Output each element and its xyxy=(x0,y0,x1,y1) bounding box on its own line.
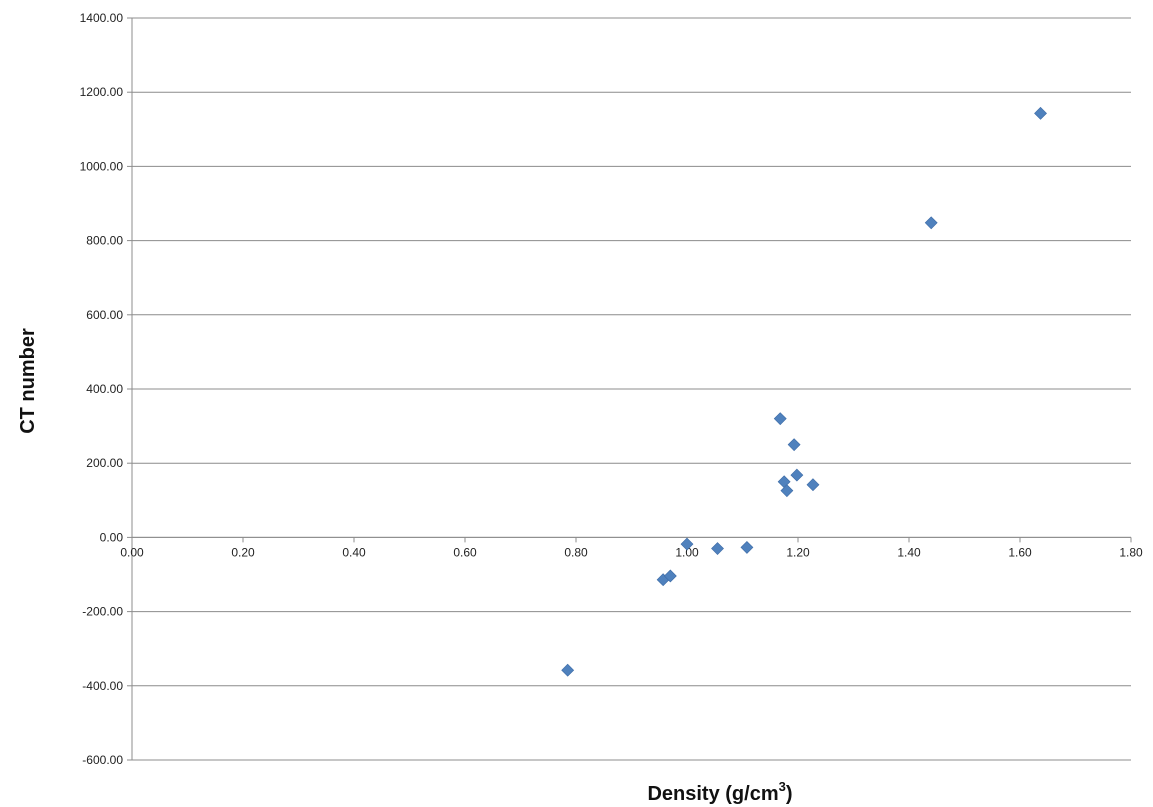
y-tick-label: 200.00 xyxy=(86,456,123,470)
x-tick-label: 0.40 xyxy=(342,545,366,559)
y-tick-label: -200.00 xyxy=(82,605,123,619)
x-axis-title-main: Density (g/cm xyxy=(647,783,778,805)
x-tick-label: 1.20 xyxy=(786,545,810,559)
x-tick-labels: 0.00 0.20 0.40 0.60 0.80 1.00 1.20 1.40 1.60 1.80 xyxy=(120,545,1143,559)
x-axis-title: Density (g/cm3) xyxy=(647,779,792,805)
y-tick-label: 400.00 xyxy=(86,382,123,396)
y-tick-label: 1200.00 xyxy=(80,85,124,99)
data-point xyxy=(680,537,694,551)
data-point xyxy=(773,412,787,426)
data-point xyxy=(787,438,801,452)
data-point xyxy=(1034,106,1047,120)
data-point xyxy=(740,540,754,554)
x-tick-label: 0.60 xyxy=(453,545,477,559)
y-tick-label: -400.00 xyxy=(82,679,123,693)
y-tick-label: 800.00 xyxy=(86,234,123,248)
x-tick-label: 1.80 xyxy=(1119,545,1143,559)
x-axis-title-superscript: 3 xyxy=(779,779,786,794)
data-point xyxy=(790,468,804,482)
data-point xyxy=(780,484,794,498)
data-points xyxy=(561,106,1047,677)
y-axis-title: CT number xyxy=(17,328,39,434)
y-tick-labels: -600.00 -400.00 -200.00 0.00 200.00 400.00 600… xyxy=(80,11,124,767)
y-tick-label: 0.00 xyxy=(100,530,124,544)
x-tick-label: 0.20 xyxy=(231,545,255,559)
x-axis-title-close: ) xyxy=(786,783,793,805)
data-point xyxy=(711,542,724,555)
y-tick-label: 1400.00 xyxy=(80,11,124,25)
gridlines xyxy=(132,17,1131,761)
data-point xyxy=(806,478,820,492)
y-tick-label: 1000.00 xyxy=(80,159,124,173)
data-point xyxy=(663,569,677,583)
data-point xyxy=(924,216,938,230)
axes xyxy=(127,17,1132,761)
x-tick-label: 0.00 xyxy=(120,545,144,559)
y-tick-label: -600.00 xyxy=(82,753,123,767)
x-tick-label: 1.40 xyxy=(897,545,921,559)
data-point xyxy=(561,663,575,677)
x-tick-label: 1.60 xyxy=(1008,545,1032,559)
x-tick-label: 1.00 xyxy=(675,545,699,559)
x-tick-label: 0.80 xyxy=(564,545,588,559)
y-tick-label: 600.00 xyxy=(86,308,123,322)
